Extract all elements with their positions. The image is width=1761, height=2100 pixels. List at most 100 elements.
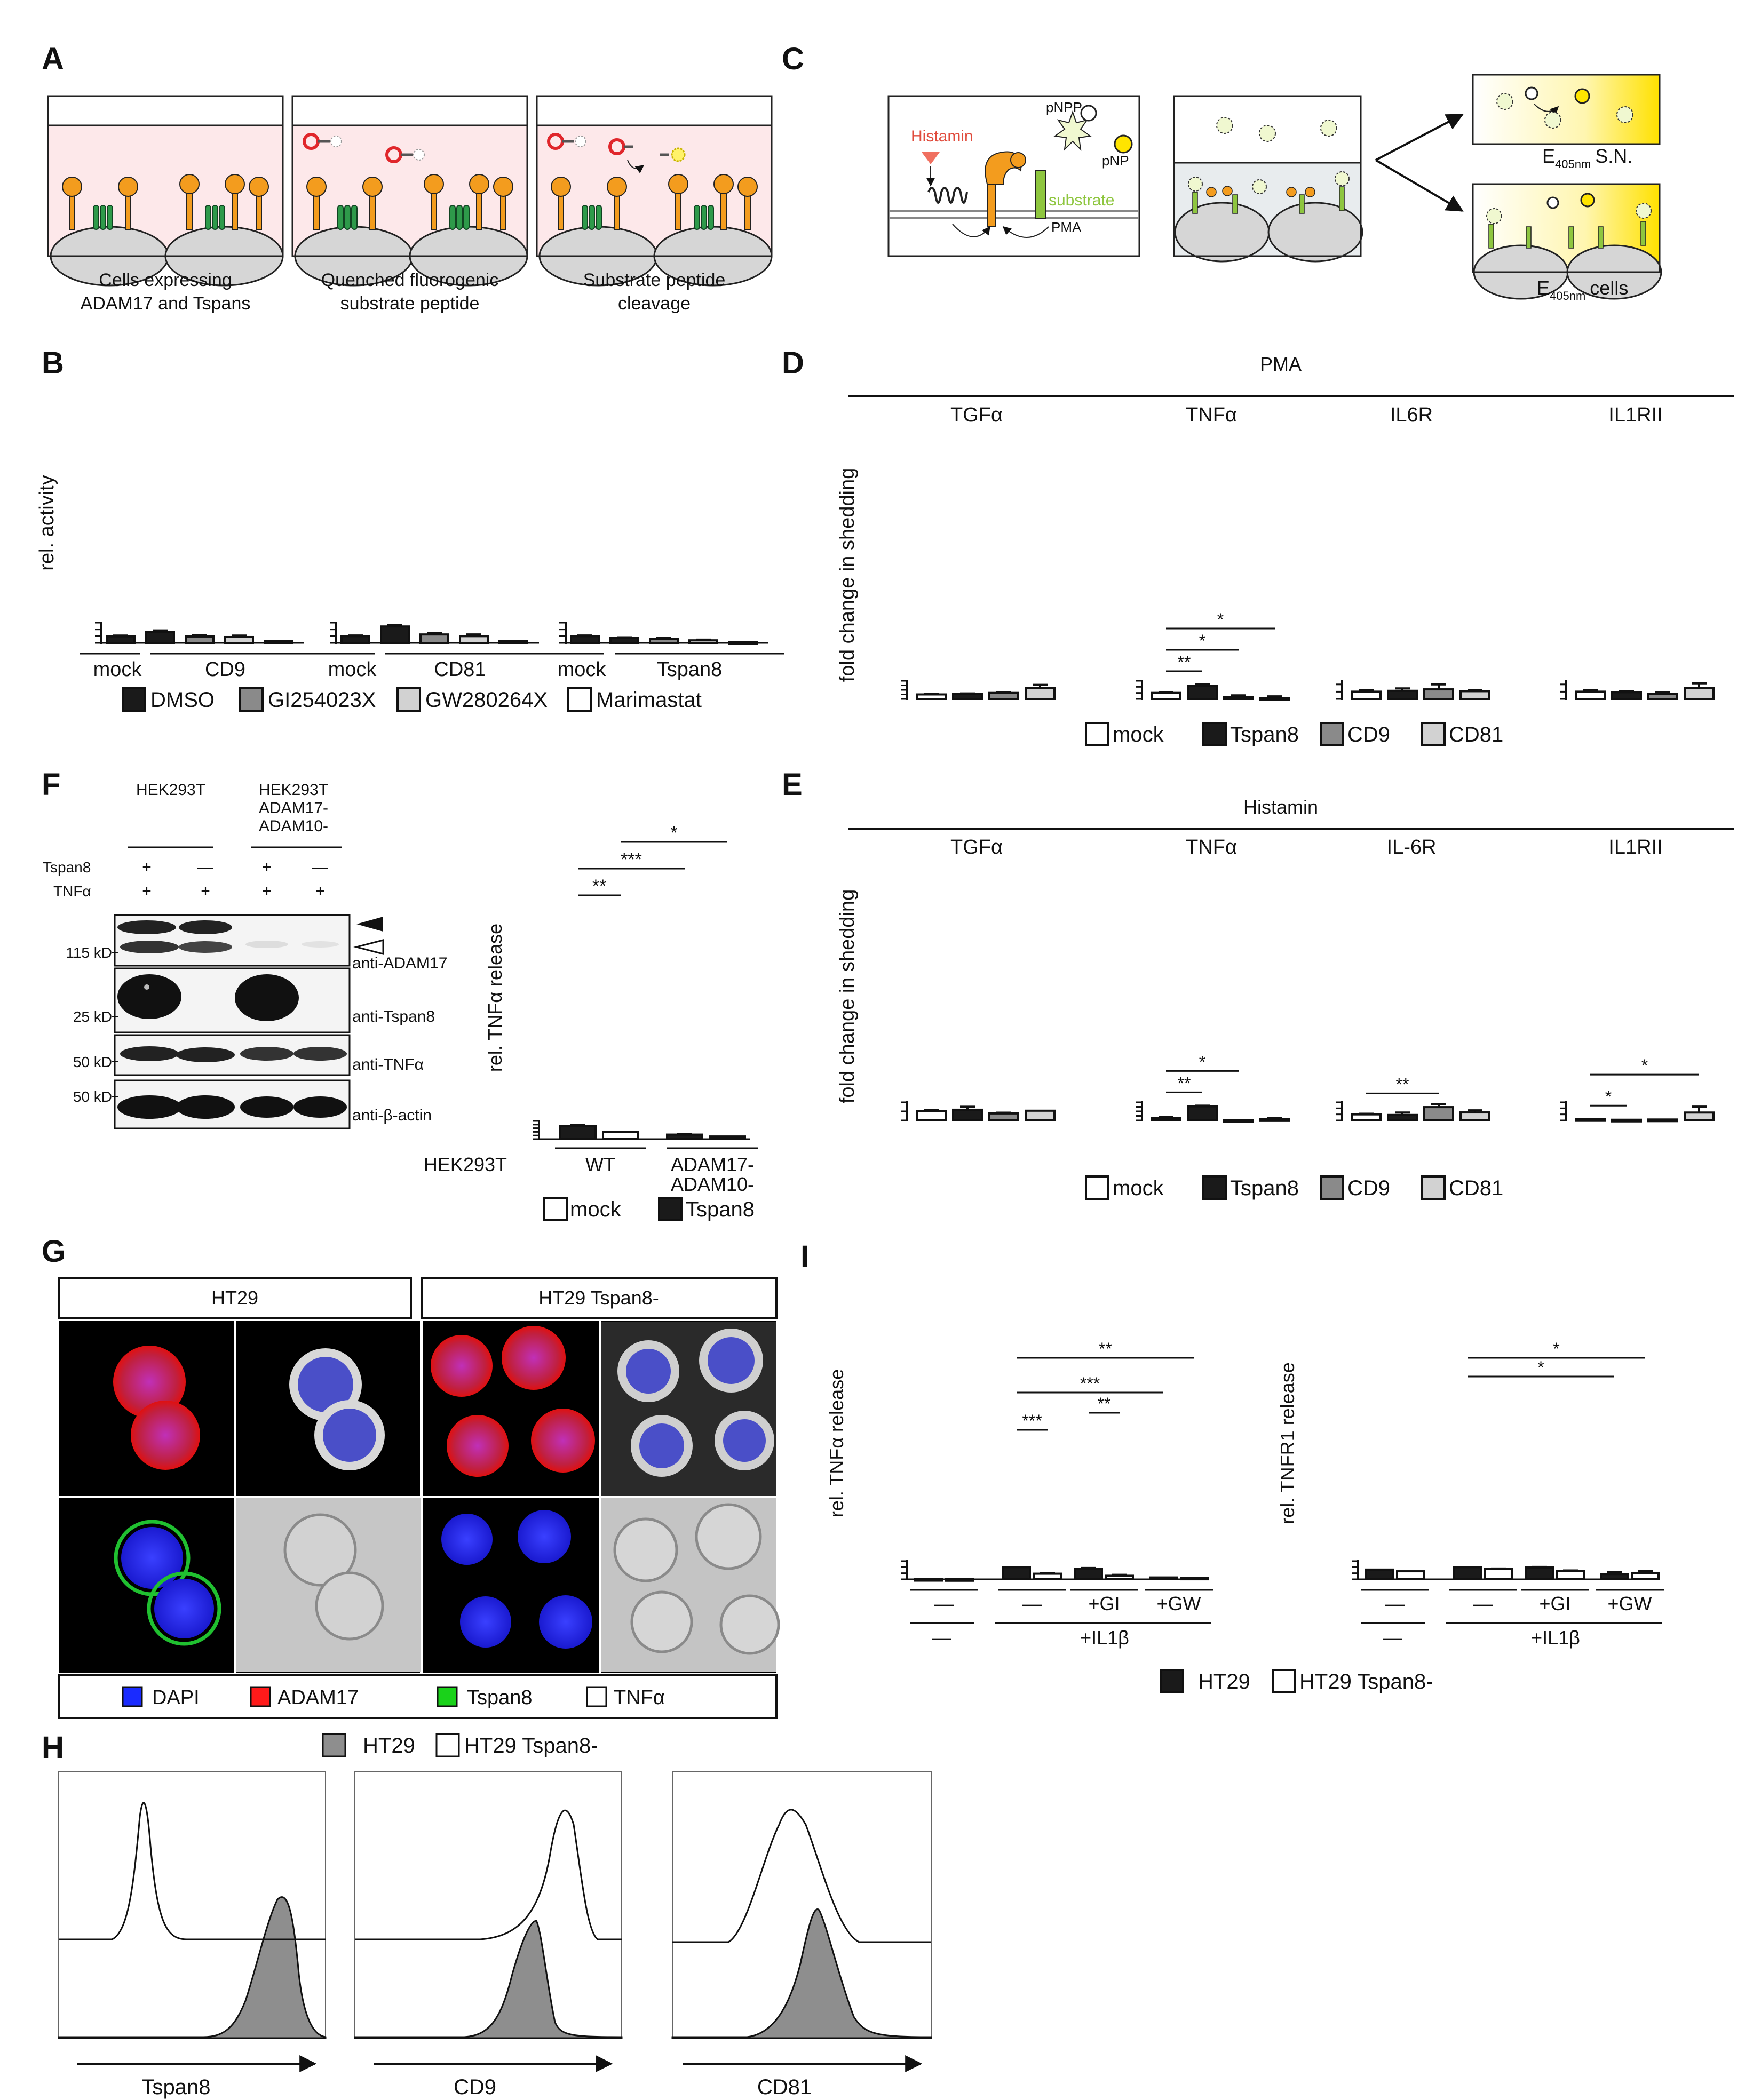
y-tick-label: 0.0 bbox=[886, 0, 898, 2]
bar bbox=[224, 635, 254, 644]
y-tick-label: 1 bbox=[551, 0, 556, 2]
blot-anti-beta-actin bbox=[114, 1079, 351, 1129]
legend-swatch bbox=[1085, 1175, 1109, 1200]
bar bbox=[1459, 1111, 1490, 1122]
y-tick-label: 4 bbox=[1128, 0, 1132, 2]
legend-label-tnfa: TNFα bbox=[614, 1687, 665, 1709]
bar bbox=[380, 625, 410, 644]
bar bbox=[1647, 1118, 1678, 1123]
y-tick-label: 3 bbox=[322, 0, 327, 2]
panel-d-group-title: PMA bbox=[1260, 353, 1302, 375]
substrate-icon bbox=[1035, 170, 1046, 219]
y-tick-label: 2 bbox=[551, 0, 556, 2]
y-tick-label: 2 bbox=[322, 0, 327, 2]
bar bbox=[1223, 1119, 1254, 1123]
histogram-cd9: CD9 bbox=[354, 1771, 623, 2099]
significance-label: * bbox=[670, 823, 677, 843]
y-tick-label: 1.0 bbox=[518, 0, 529, 2]
y-tick-label: 1.0 bbox=[886, 0, 898, 2]
y-tick-label: 1.5 bbox=[1337, 0, 1348, 2]
panel-d: PMA 01234TGFαfold change in shedding0123… bbox=[836, 0, 1734, 746]
panel-letter-f: F bbox=[42, 767, 60, 802]
chart-e1: 012 TGFα fold change in shedding bbox=[836, 0, 1056, 1122]
chart-d1: 01234 TGFα fold change in shedding bbox=[836, 0, 1056, 701]
legend-swatch bbox=[1202, 722, 1227, 746]
y-tick-label: 0.5 bbox=[518, 0, 529, 2]
group-label: mock bbox=[93, 658, 142, 681]
y-tick-label: 0 bbox=[1128, 0, 1132, 2]
y-tick-label: 2 bbox=[893, 0, 898, 2]
significance-label: * bbox=[1199, 631, 1205, 650]
legend-label: mock bbox=[1113, 723, 1164, 746]
category-label: +GW bbox=[1607, 1593, 1652, 1614]
kd-label-1: 115 kD bbox=[66, 944, 112, 961]
group-label: CD81 bbox=[434, 658, 486, 681]
schematic-c1: Histamin substrate PMA pNPP pNP bbox=[887, 95, 1140, 257]
blot-anti-tspan8 bbox=[114, 967, 351, 1033]
chart-title: IL6R bbox=[1390, 404, 1433, 426]
bar bbox=[459, 635, 489, 645]
y-tick-label: 2.5 bbox=[518, 0, 529, 2]
e405-sn-label: E405nm S.N. bbox=[1542, 145, 1632, 171]
y-axis-label: fold change in shedding bbox=[836, 468, 859, 682]
blot-label-actin: anti-β-actin bbox=[352, 1107, 432, 1124]
schematic-a3 bbox=[536, 95, 773, 287]
group-label: CD9 bbox=[205, 658, 245, 681]
pma-label: PMA bbox=[1051, 219, 1082, 235]
bar bbox=[916, 693, 947, 700]
chart-title: TGFα bbox=[950, 836, 1003, 858]
significance-label: *** bbox=[621, 849, 642, 870]
bar bbox=[1453, 1566, 1482, 1580]
y-tick-label: 1 bbox=[1328, 0, 1332, 2]
y-tick-label: 2 bbox=[1128, 0, 1132, 2]
legend-label-dapi: DAPI bbox=[152, 1687, 200, 1709]
significance-label: ** bbox=[1099, 1339, 1112, 1358]
mature-adam17-arrow-icon bbox=[356, 917, 383, 932]
caption-a3-line1: Substrate peptide bbox=[583, 270, 726, 290]
row-label-tnfa: TNFα bbox=[53, 883, 91, 900]
panel-c-schematics: Histamin substrate PMA pNPP pNP bbox=[887, 74, 1662, 303]
panel-a-schematics: Cells expressing ADAM17 and Tspans Quenc… bbox=[47, 95, 773, 314]
group-label: +IL1β bbox=[1080, 1627, 1129, 1649]
bar bbox=[1387, 1113, 1418, 1122]
bar bbox=[1631, 1571, 1660, 1580]
legend-swatch-adam17 bbox=[250, 1686, 271, 1707]
chart-i2: 0.00.51.01.5 — — +GI +GW — +IL1β rel. TNFR1 rel… bbox=[1276, 0, 1664, 1649]
bar bbox=[1025, 687, 1056, 701]
schematic-c3 bbox=[1472, 74, 1661, 145]
g-header-ht29-tspan8: HT29 Tspan8- bbox=[538, 1287, 659, 1309]
substrate-label: substrate bbox=[1049, 192, 1114, 209]
histogram-xlabel-cd81: CD81 bbox=[757, 2075, 812, 2099]
y-tick-label: 1 bbox=[1128, 0, 1132, 2]
bar bbox=[1611, 691, 1642, 701]
chart-title: TNFα bbox=[1186, 836, 1237, 858]
legend-swatch bbox=[543, 1197, 568, 1221]
pnp-circle-icon bbox=[1114, 134, 1133, 154]
bar bbox=[1025, 1109, 1056, 1122]
panel-letter-e: E bbox=[782, 767, 803, 802]
histogram-tspan8: Tspan8 bbox=[58, 1771, 327, 2099]
y-tick-label: 2 bbox=[1128, 0, 1132, 2]
caption-a1-line1: Cells expressing bbox=[99, 270, 232, 290]
sign-tnfa-1: + bbox=[142, 882, 152, 900]
significance-label: ** bbox=[592, 876, 606, 896]
y-tick-label: 3 bbox=[1328, 0, 1332, 2]
category-label: — bbox=[934, 1593, 954, 1614]
group-label: — bbox=[932, 1627, 951, 1649]
bar bbox=[952, 693, 983, 701]
lane-group-ko-line2: ADAM17- bbox=[259, 799, 328, 817]
bar bbox=[1556, 1570, 1585, 1581]
category-label: +GW bbox=[1156, 1593, 1201, 1614]
legend-label: CD81 bbox=[1449, 1176, 1503, 1200]
legend-swatch bbox=[1320, 722, 1344, 746]
bar bbox=[666, 1133, 703, 1141]
lane-group-hek293t: HEK293T bbox=[136, 781, 205, 799]
legend-label-ht29-tspan8: HT29 Tspan8- bbox=[464, 1734, 598, 1757]
y-tick-label: 0.5 bbox=[886, 0, 898, 2]
y-tick-label: 0 bbox=[1552, 0, 1557, 2]
group-label: mock bbox=[328, 658, 377, 681]
bar bbox=[728, 641, 758, 645]
legend-label: DMSO bbox=[150, 688, 215, 712]
micrograph-ht29-dic bbox=[236, 1498, 421, 1672]
